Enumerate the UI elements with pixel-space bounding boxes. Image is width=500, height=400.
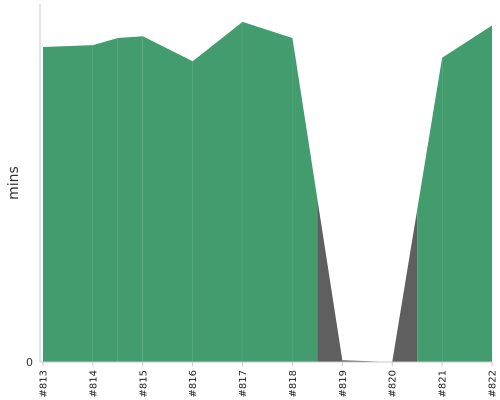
area-segment-6-b (317, 199, 343, 362)
area-segment-8-b (417, 57, 443, 362)
area-segment-3 (142, 36, 193, 362)
area-segment-5 (242, 21, 293, 363)
x-tick-label-3: #816 (188, 370, 199, 397)
x-tick-label-6: #819 (338, 370, 349, 397)
x-tick-label-1: #814 (88, 370, 99, 397)
area-segment-9 (442, 25, 492, 362)
y-tick-label-0: 0 (26, 356, 33, 369)
x-tick-label-2: #815 (138, 370, 149, 397)
x-axis-ticks: #813 #814 #815 #816 #817 #818 #819 #820 #821 #822 (39, 362, 499, 397)
x-tick-label-7: #820 (388, 370, 399, 397)
area-segment-6-a (292, 38, 318, 362)
area-segment-2 (117, 36, 143, 362)
y-axis-label: mins (6, 166, 22, 200)
x-tick-label-5: #818 (288, 370, 299, 397)
area-segment-1 (92, 38, 118, 362)
x-tick-label-0: #813 (39, 370, 50, 397)
area-series (43, 21, 492, 363)
x-tick-label-8: #821 (438, 370, 449, 397)
x-tick-label-4: #817 (238, 370, 249, 397)
area-segment-8-a (392, 209, 418, 362)
area-segment-0 (43, 45, 93, 363)
area-segment-4 (192, 21, 243, 363)
x-tick-label-9: #822 (488, 370, 499, 397)
